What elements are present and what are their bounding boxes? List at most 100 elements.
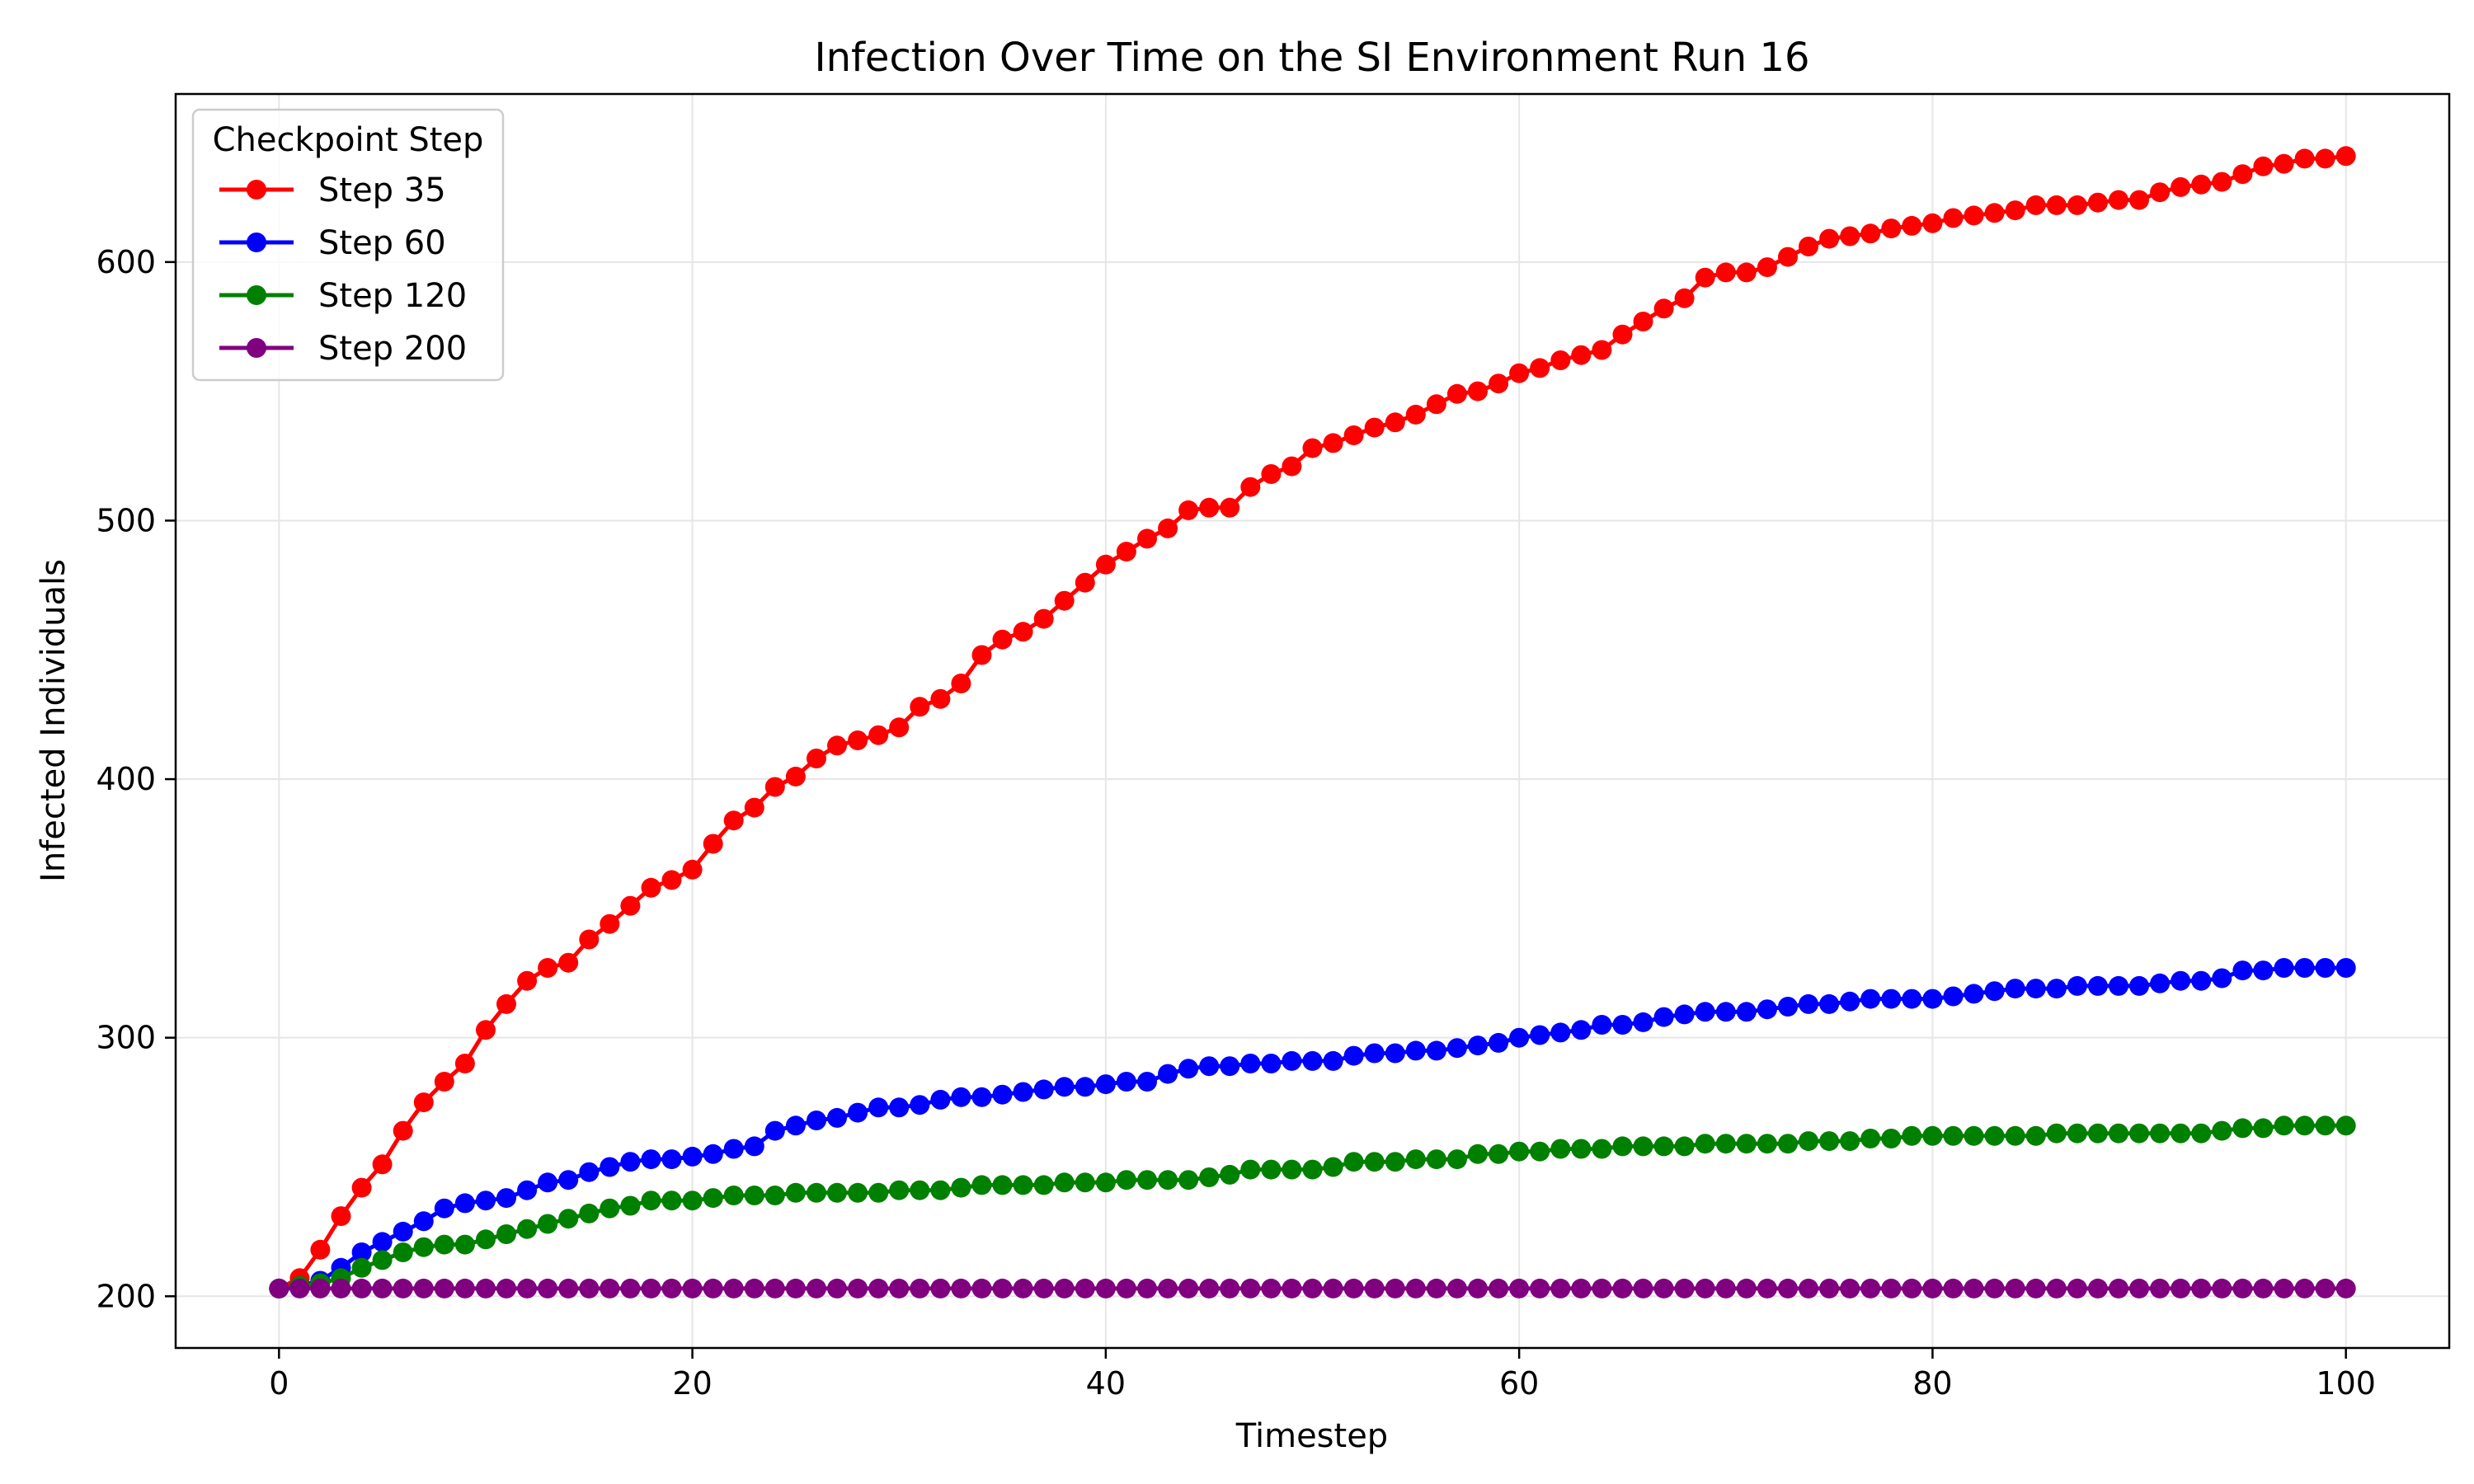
data-point-step-35 [1343,425,1364,445]
data-point-step-60 [2232,960,2253,981]
data-point-step-35 [454,1054,475,1073]
data-point-step-200 [1261,1278,1282,1298]
data-point-step-60 [2109,975,2128,996]
data-point-step-120 [1116,1170,1136,1190]
data-point-step-120 [393,1242,413,1262]
y-tick-label: 300 [96,1020,156,1056]
data-point-step-200 [2253,1278,2274,1298]
legend-title: Checkpoint Step [213,121,484,159]
data-point-step-200 [1715,1278,1736,1298]
data-point-step-35 [889,717,910,738]
data-point-step-35 [2335,146,2356,167]
data-point-step-120 [2005,1125,2025,1146]
data-point-step-60 [703,1144,723,1164]
data-point-step-200 [1653,1278,1674,1298]
data-point-step-60 [372,1232,393,1252]
data-point-step-200 [476,1278,496,1298]
x-tick-label: 0 [269,1365,289,1402]
data-point-step-35 [517,970,538,991]
data-point-step-35 [1612,324,1633,345]
data-point-step-120 [2129,1123,2149,1144]
y-axis-label: Infected Individuals [35,559,73,882]
data-point-step-200 [2129,1278,2149,1298]
data-point-step-200 [454,1278,475,1298]
data-point-step-120 [1468,1144,1488,1164]
x-tick-label: 100 [2316,1365,2376,1402]
data-point-step-35 [1840,226,1860,247]
data-point-step-200 [1033,1278,1054,1298]
data-point-step-200 [785,1278,806,1298]
data-point-step-120 [1571,1139,1592,1159]
data-point-step-60 [785,1115,806,1136]
data-point-step-35 [1054,590,1075,611]
x-axis-label: Timestep [1235,1417,1388,1455]
y-tick-label: 500 [96,502,156,538]
data-point-step-200 [351,1278,372,1298]
data-point-step-120 [889,1180,910,1200]
data-point-step-200 [2294,1278,2315,1298]
legend-marker-step-35 [247,180,266,200]
data-point-step-60 [1612,1015,1633,1035]
data-point-step-120 [1158,1170,1178,1190]
data-point-step-200 [1343,1278,1364,1298]
data-point-step-35 [764,777,785,797]
data-point-step-200 [1054,1278,1075,1298]
data-point-step-60 [454,1193,475,1214]
data-point-step-200 [2232,1278,2253,1298]
data-point-step-35 [1592,340,1612,360]
data-point-step-35 [1653,298,1674,319]
data-point-step-60 [434,1198,454,1219]
data-point-step-35 [1385,412,1405,433]
data-point-step-35 [310,1239,331,1260]
data-point-step-200 [1199,1278,1220,1298]
data-point-step-35 [600,913,620,934]
data-point-step-35 [848,730,868,750]
data-point-step-60 [1158,1064,1178,1084]
data-point-step-35 [2232,164,2253,185]
data-point-step-120 [1943,1125,1964,1146]
plot-frame [174,92,2451,1350]
data-point-step-60 [1633,1012,1653,1032]
data-point-step-60 [992,1084,1013,1105]
data-point-step-120 [1405,1149,1426,1170]
data-point-step-200 [1158,1278,1178,1298]
data-point-step-120 [1075,1172,1095,1193]
data-point-step-120 [1840,1131,1860,1152]
data-point-step-120 [785,1182,806,1203]
data-point-step-200 [1840,1278,1860,1298]
data-point-step-120 [1695,1134,1715,1154]
data-point-step-35 [1446,383,1467,404]
data-point-step-120 [1653,1136,1674,1157]
data-point-step-35 [2087,192,2108,213]
data-point-step-200 [1220,1278,1240,1298]
data-point-step-35 [1819,228,1840,249]
data-point-step-60 [600,1157,620,1177]
data-point-step-60 [951,1087,971,1107]
data-point-step-35 [558,952,579,973]
data-point-step-35 [971,645,992,665]
data-point-step-35 [1902,215,1922,236]
data-point-step-60 [1116,1072,1136,1092]
data-point-step-200 [2150,1278,2171,1298]
data-point-step-200 [2274,1278,2294,1298]
data-point-step-35 [1715,262,1736,283]
data-point-step-60 [1137,1072,1157,1092]
data-point-step-120 [1033,1175,1054,1195]
data-point-step-120 [434,1234,454,1255]
data-point-step-35 [785,766,806,787]
data-point-step-60 [971,1087,992,1107]
legend-label-step-35: Step 35 [318,171,446,209]
data-point-step-35 [1116,542,1136,562]
data-point-step-200 [2109,1278,2128,1298]
data-point-step-35 [1509,363,1530,383]
data-point-step-60 [2150,973,2171,993]
grid [176,94,2449,1348]
data-point-step-200 [1323,1278,1343,1298]
data-point-step-120 [868,1182,889,1203]
data-point-step-60 [2274,958,2294,978]
data-point-step-120 [1964,1125,1984,1146]
data-point-step-120 [2274,1115,2294,1136]
data-point-step-120 [1736,1134,1757,1154]
data-point-step-200 [372,1278,393,1298]
data-point-step-60 [1364,1043,1385,1064]
